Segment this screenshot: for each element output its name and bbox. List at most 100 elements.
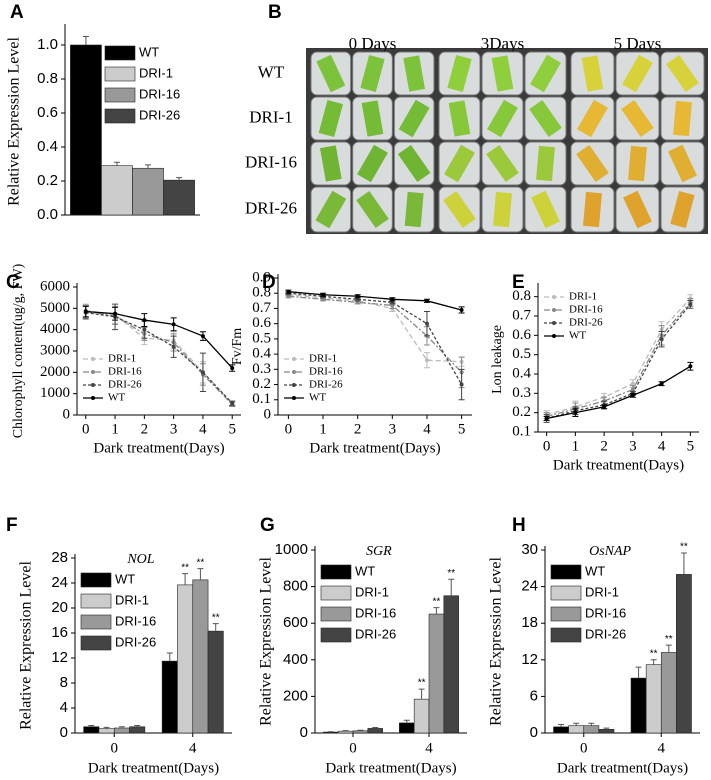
- y-tick-label: 0.5: [252, 330, 271, 346]
- legend-label: DRI-26: [309, 379, 343, 391]
- significance: **: [212, 612, 220, 623]
- point: [230, 366, 235, 371]
- y-tick-label: 0.7: [252, 300, 271, 316]
- leaf-segment: [447, 55, 472, 92]
- legend-marker: [91, 383, 95, 387]
- panel-letter: D: [262, 272, 276, 293]
- leaf-segment: [448, 100, 471, 137]
- y-tick-label: 8: [60, 674, 68, 691]
- bar: [676, 574, 692, 734]
- x-tick-label: 5: [228, 421, 236, 437]
- significance: **: [447, 568, 455, 579]
- bar: [443, 595, 459, 734]
- error-bar: [418, 688, 425, 700]
- line: [546, 365, 691, 420]
- leaf-segment: [581, 55, 604, 92]
- leaf-segment: [318, 100, 343, 137]
- legend-label: DRI-26: [115, 634, 156, 649]
- point: [544, 416, 549, 421]
- point: [659, 381, 664, 386]
- leaf-segment: [444, 144, 475, 183]
- bar: [101, 165, 133, 216]
- point: [630, 387, 635, 392]
- legend-label: DRI-26: [585, 626, 626, 641]
- error-bar: [166, 652, 173, 662]
- legend-label: DRI-1: [139, 65, 173, 80]
- legend-marker: [552, 308, 556, 312]
- legend-label: WT: [585, 563, 605, 578]
- bar: [630, 677, 647, 734]
- line: [85, 310, 233, 369]
- bar: [129, 726, 146, 734]
- y-axis-label: Relative Expression Level: [258, 557, 275, 726]
- point: [286, 294, 291, 299]
- legend-swatch: [320, 627, 352, 643]
- y-tick-label: 1.0: [37, 36, 58, 53]
- leaf-segment: [666, 54, 699, 93]
- leaf-segment: [356, 190, 389, 229]
- leaf-segment: [486, 144, 519, 183]
- leaf-segment: [530, 54, 561, 93]
- x-tick-label: 5: [687, 438, 695, 454]
- legend-marker: [91, 396, 95, 400]
- significance: **: [181, 562, 189, 573]
- point: [424, 358, 429, 363]
- leaf-segment: [398, 99, 430, 138]
- x-tick-label: 4: [658, 740, 666, 756]
- x-tick-label: 5: [458, 421, 466, 437]
- bar: [163, 179, 195, 216]
- line: [85, 310, 233, 405]
- bar: [352, 730, 369, 734]
- bar: [553, 726, 569, 734]
- y-axis-label: Relative Expression Level: [18, 561, 35, 730]
- legend-label: DRI-16: [139, 86, 180, 101]
- legend-swatch: [320, 606, 352, 622]
- legend-label: DRI-26: [355, 626, 396, 641]
- legend-marker: [552, 321, 556, 325]
- photo-column-label: 5 Days: [614, 34, 662, 53]
- x-tick-label: 2: [141, 421, 149, 437]
- y-tick-label: 0: [530, 724, 538, 741]
- error-bar: [588, 722, 595, 726]
- point: [688, 364, 693, 369]
- error-bar: [603, 727, 610, 730]
- point: [321, 292, 326, 297]
- point: [142, 327, 147, 332]
- y-tick-label: 12: [521, 651, 538, 668]
- leaf-segment: [531, 190, 560, 229]
- y-tick-label: 0.8: [252, 285, 271, 301]
- bar: [98, 728, 115, 734]
- x-tick-label: 0: [82, 421, 90, 437]
- legend-swatch: [80, 593, 112, 609]
- error-bar: [176, 177, 183, 181]
- error-bar: [103, 726, 110, 729]
- bar: [70, 44, 102, 216]
- x-tick-label: 0: [111, 740, 119, 756]
- x-axis-label: Dark treatment(Days): [93, 440, 224, 456]
- error-bar: [573, 722, 580, 726]
- leaf-segment: [316, 54, 346, 93]
- significance: **: [680, 542, 688, 553]
- leaf-segment: [668, 144, 697, 183]
- legend-marker: [292, 396, 296, 400]
- x-tick-label: 4: [658, 438, 666, 454]
- bar: [367, 728, 383, 734]
- y-tick-label: 200: [283, 687, 308, 704]
- leaf-segment: [670, 191, 695, 228]
- legend-label: DRI-26: [108, 379, 142, 391]
- error-bar: [635, 666, 642, 679]
- error-bar: [197, 568, 204, 580]
- legend-label: DRI-16: [355, 605, 396, 620]
- leaf-segment: [360, 55, 385, 92]
- point: [286, 289, 291, 294]
- panel-letter: E: [512, 272, 525, 293]
- legend-label: DRI-1: [108, 353, 136, 365]
- point: [390, 303, 395, 308]
- x-tick-label: 2: [600, 438, 608, 454]
- legend-label: DRI-1: [569, 291, 597, 303]
- line: [546, 298, 691, 416]
- y-tick-label: 0.3: [512, 385, 531, 401]
- y-tick-label: 16: [51, 624, 68, 641]
- x-axis-label: Dark treatment(Days): [309, 440, 440, 456]
- y-axis-label: Relative Expression Level: [488, 557, 505, 726]
